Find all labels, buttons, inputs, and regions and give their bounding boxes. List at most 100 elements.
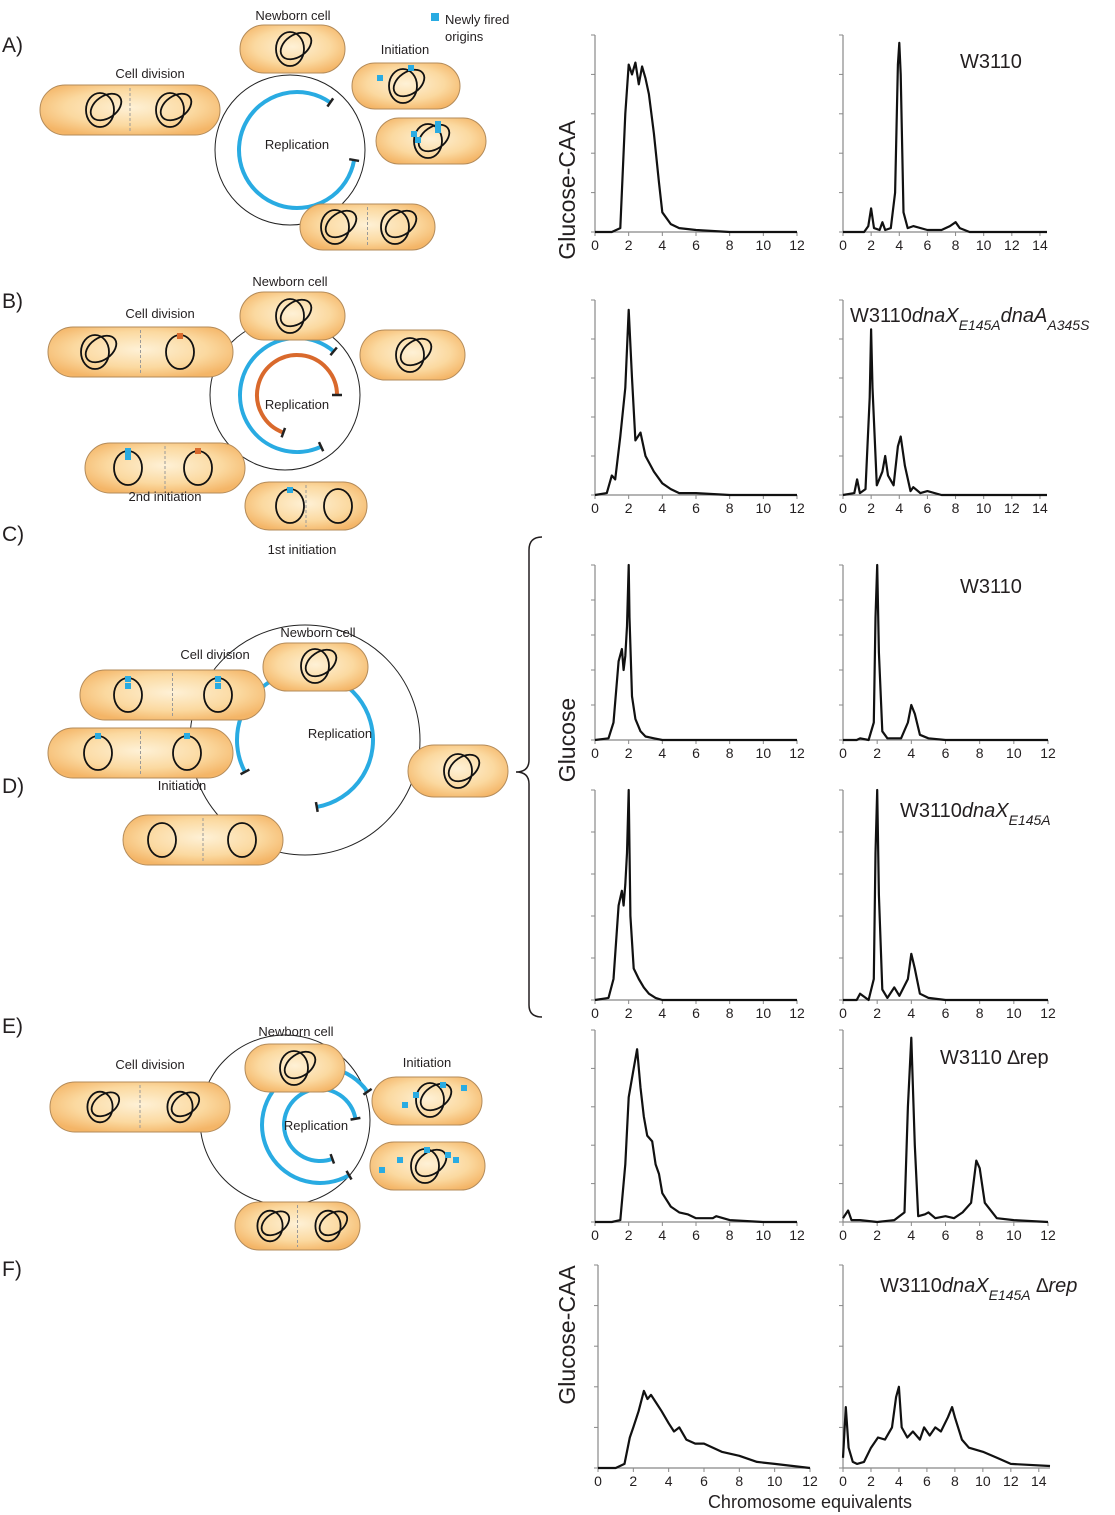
histogram-curve (843, 41, 1047, 234)
label: Newborn cell (258, 1024, 333, 1039)
chromosome (275, 31, 305, 67)
x-tick-label: 4 (665, 1473, 673, 1489)
origin (440, 1082, 446, 1088)
x-tick-label: 6 (692, 1005, 700, 1021)
fork (345, 1170, 353, 1181)
chromosome (419, 1082, 453, 1112)
origin (413, 1092, 419, 1098)
fork (314, 801, 319, 813)
chromosome (388, 68, 418, 104)
x-tick-label: 4 (895, 237, 903, 253)
chromosome (283, 1050, 317, 1080)
x-tick-label: 0 (591, 1005, 599, 1021)
strain-part: W3110 (880, 1275, 942, 1297)
origin (184, 733, 190, 739)
chromosome (443, 753, 473, 789)
x-tick-label: 8 (735, 1473, 743, 1489)
cell (407, 744, 509, 798)
strain-part: ∆rep (1031, 1275, 1078, 1297)
chromosome (159, 92, 193, 122)
origin (215, 683, 221, 689)
fork (239, 768, 250, 776)
chromosome (320, 209, 350, 245)
histogram-curve (843, 563, 1048, 742)
x-tick-label: 4 (907, 1227, 915, 1243)
chromosome (85, 92, 115, 128)
x-tick-label: 6 (692, 500, 700, 516)
strain-part: dnaX (912, 305, 959, 327)
x-tick-label: 12 (789, 237, 805, 253)
x-tick-label: 6 (924, 237, 932, 253)
label: Cell division (115, 66, 184, 81)
row-labels: Glucose-CAA Glucose Glucose-CAA (554, 120, 580, 1405)
origin (125, 683, 131, 689)
strain-part: E145A (989, 1287, 1031, 1303)
x-tick-label: 14 (1032, 500, 1048, 516)
origin (195, 448, 201, 454)
x-tick-label: 4 (658, 237, 666, 253)
row-label: Glucose-CAA (554, 120, 580, 260)
x-tick-label: 8 (952, 500, 960, 516)
x-tick-label: 6 (700, 1473, 708, 1489)
x-tick-label: 6 (924, 500, 932, 516)
x-tick-label: 12 (789, 500, 805, 516)
x-tick-label: 12 (789, 1005, 805, 1021)
bracket (515, 536, 543, 1018)
chromosome (414, 1148, 448, 1178)
origin (379, 1167, 385, 1173)
strain-part: dnaA (1001, 305, 1048, 327)
label: Cell division (115, 1057, 184, 1072)
histogram-curve (595, 61, 797, 234)
histogram-curve (594, 308, 797, 497)
replication-arc (282, 1087, 358, 1163)
label: Cell division (180, 647, 249, 662)
x-tick-label: 2 (873, 745, 881, 761)
cell (369, 1141, 486, 1191)
origin (177, 333, 183, 339)
x-tick-label: 0 (839, 237, 847, 253)
strain-part: A345S (1046, 317, 1090, 333)
row-label: Glucose-CAA (554, 1265, 580, 1405)
x-tick-label: 6 (942, 1227, 950, 1243)
x-tick-label: 2 (625, 1227, 633, 1243)
label: origins (445, 29, 484, 44)
strain-part: W3110 (960, 51, 1022, 73)
chromosome (395, 337, 425, 373)
x-tick-label: 0 (839, 500, 847, 516)
chromosome (166, 1090, 194, 1124)
origin (125, 454, 131, 460)
x-tick-label: 10 (976, 500, 992, 516)
origin (435, 127, 441, 133)
x-tick-label: 8 (976, 1005, 984, 1021)
chromosome (380, 209, 410, 245)
x-tick-label: 12 (1040, 745, 1056, 761)
x-tick-label: 8 (726, 500, 734, 516)
chromosome (318, 1210, 349, 1237)
chromosome (260, 1210, 291, 1237)
origin (95, 733, 101, 739)
histogram-curve (594, 563, 797, 742)
origin (411, 131, 417, 137)
x-tick-label: 6 (692, 1227, 700, 1243)
diagrams (39, 13, 509, 1251)
label: Initiation (381, 42, 429, 57)
chromosome (275, 298, 305, 334)
x-axis-label: Chromosome equivalents (708, 1492, 912, 1512)
replication-arc (255, 353, 339, 435)
label: Initiation (403, 1055, 451, 1070)
x-tick-label: 2 (625, 500, 633, 516)
panel-label: A) (2, 34, 23, 57)
label: Newborn cell (252, 274, 327, 289)
x-tick-label: 12 (789, 1227, 805, 1243)
chromosome (314, 1209, 342, 1243)
x-tick-label: 2 (625, 237, 633, 253)
x-tick-label: 10 (1006, 1227, 1022, 1243)
x-tick-label: 10 (767, 1473, 783, 1489)
x-tick-label: 0 (591, 237, 599, 253)
chromosome (324, 209, 358, 239)
strain-part: W3110 (960, 576, 1022, 598)
panel-label: C) (2, 523, 24, 546)
x-tick-label: 0 (839, 1473, 847, 1489)
x-tick-label: 4 (658, 1227, 666, 1243)
